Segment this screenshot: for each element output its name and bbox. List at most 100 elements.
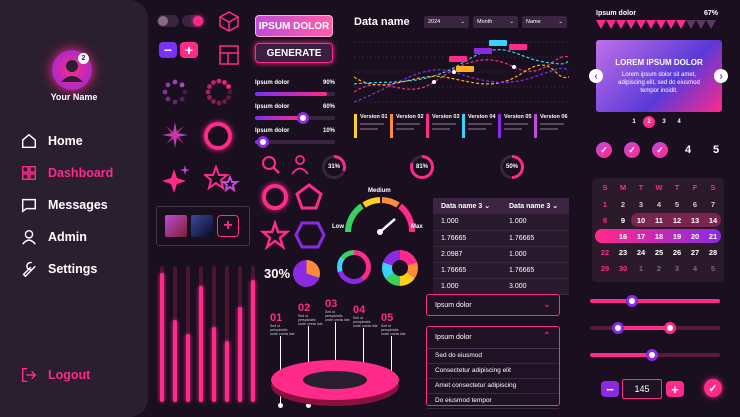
calendar-day[interactable]: 26 [672,248,682,257]
search-icon[interactable] [260,154,282,181]
table-row[interactable]: 1.76665 1.76665 [433,262,569,279]
dropdown-option[interactable]: Amet consectetur adipiscing [427,379,559,394]
step-text: Sed ut perspiciatis unde omnis iste [353,316,378,329]
filter-year[interactable]: 2024 ⌄ [424,16,469,28]
calendar-day[interactable]: 28 [708,248,718,257]
donut-81: 81% [410,155,434,179]
step-check-pending[interactable]: 4 [684,144,692,156]
color-swatch[interactable] [165,215,187,237]
calendar-day[interactable]: 23 [618,248,628,257]
filter-month[interactable]: Month ⌄ [473,16,518,28]
calendar-day[interactable]: 5 [674,200,680,209]
calendar-day[interactable]: 1 [602,200,608,209]
ipsum-dolor-button[interactable]: IPSUM DOLOR [255,15,333,37]
progress-triangle [616,20,626,29]
calendar-day[interactable]: 25 [654,248,664,257]
range-slider[interactable] [590,322,720,334]
range-slider[interactable] [590,349,720,361]
step-number: 03 [325,298,338,310]
generate-button[interactable]: GENERATE [255,43,333,63]
step-check-done[interactable]: ✓ [652,142,668,158]
toggle-switch[interactable] [182,15,204,27]
calendar-day[interactable]: 10 [636,216,646,225]
calendar-day[interactable]: 6 [692,200,698,209]
calendar-day[interactable]: 30 [618,264,628,273]
calendar-day[interactable]: 27 [690,248,700,257]
step-check-done[interactable]: ✓ [624,142,640,158]
logout-button[interactable]: Logout [20,366,90,384]
table-row[interactable]: 1.000 1.000 [433,214,569,231]
stepper-minus-button[interactable]: − [601,381,619,397]
calendar-day[interactable]: 12 [672,216,682,225]
progress-slider[interactable] [255,112,335,124]
sidebar-item-messages[interactable]: Messages [20,196,108,214]
calendar-day[interactable]: 2 [656,264,662,273]
sidebar-item-home[interactable]: Home [20,132,83,150]
calendar-day[interactable]: 4 [656,200,662,209]
step-item: 02 Sed ut perspiciatis unde omnis iste [298,302,328,408]
calendar-day[interactable]: 22 [600,248,610,257]
color-swatch[interactable] [191,215,213,237]
calendar-day[interactable]: 15 [600,232,610,241]
ring-chart [337,250,371,284]
dropdown-open[interactable]: Ipsum dolor ⌃ Sed do eiusmod Consectetur … [426,326,560,409]
calendar-day[interactable]: 9 [620,216,626,225]
calendar-day[interactable]: 8 [602,216,608,225]
stepper-plus-button[interactable]: + [666,381,684,397]
minus-button[interactable]: − [159,42,177,58]
plus-button[interactable]: + [180,42,198,58]
carousel-page[interactable]: 4 [677,119,681,125]
calendar-day[interactable]: 7 [710,200,716,209]
step-check-pending[interactable]: 5 [712,144,720,156]
calendar-day[interactable]: 20 [690,232,700,241]
calendar-day[interactable]: 4 [692,264,698,273]
carousel-page[interactable]: 1 [632,119,636,125]
range-slider[interactable] [590,295,720,307]
dropdown-option[interactable]: Sed do eiusmod [427,349,559,364]
dropdown-header[interactable]: Ipsum dolor ⌃ [427,327,559,349]
sidebar-item-settings[interactable]: Settings [20,260,97,278]
calendar-day[interactable]: 21 [708,232,718,241]
carousel-next-button[interactable]: › [714,69,728,83]
table-row[interactable]: 1.76665 1.76665 [433,230,569,247]
calendar-day[interactable]: 3 [674,264,680,273]
calendar-day[interactable]: 2 [620,200,626,209]
calendar-day[interactable]: 19 [672,232,682,241]
calendar-day[interactable]: 11 [655,216,663,225]
calendar-day[interactable]: 1 [638,264,644,273]
calendar-day[interactable]: 18 [654,232,664,241]
calendar-day[interactable]: 3 [638,200,644,209]
dropdown-closed[interactable]: Ipsum dolor ⌄ [426,294,560,316]
calendar-day[interactable]: 16 [618,232,628,241]
dropdown-option[interactable]: Do eiusmod tempor [427,394,559,409]
user-icon [61,60,83,82]
user-icon[interactable] [290,154,310,181]
table-row[interactable]: 1.000 3.000 [433,278,569,295]
carousel-prev-button[interactable]: ‹ [589,69,603,83]
carousel-page[interactable]: 2 [643,116,655,128]
calendar-day[interactable]: 14 [708,216,718,225]
table-row[interactable]: 2.0987 1.000 [433,246,569,263]
step-check-done[interactable]: ✓ [596,142,612,158]
calendar-day[interactable]: 5 [710,264,716,273]
calendar-day[interactable]: 17 [636,232,646,241]
dropdown-option[interactable]: Consectetur adipiscing elit [427,364,559,379]
toggle-switch[interactable] [157,15,179,27]
progress-slider[interactable] [255,136,335,148]
table-header[interactable]: Data name 3 ⌄ [433,198,501,214]
quantity-stepper[interactable]: 145 [622,379,662,399]
calendar-day[interactable]: 24 [636,248,646,257]
filter-name[interactable]: Name ⌄ [522,16,567,28]
progress-triangle [646,20,656,29]
sidebar-item-admin[interactable]: Admin [20,228,87,246]
carousel-page[interactable]: 3 [662,119,666,125]
calendar-day[interactable]: 29 [600,264,610,273]
vertical-bar [251,266,255,402]
add-swatch-button[interactable]: + [217,215,239,237]
table-header[interactable]: Data name 3 ⌄ [501,198,569,214]
confirm-check-button[interactable]: ✓ [704,379,722,397]
progress-slider[interactable] [255,92,335,96]
sidebar-item-dashboard[interactable]: Dashboard [20,164,113,182]
calendar-day[interactable]: 13 [690,216,700,225]
progress-triangle [706,20,716,29]
